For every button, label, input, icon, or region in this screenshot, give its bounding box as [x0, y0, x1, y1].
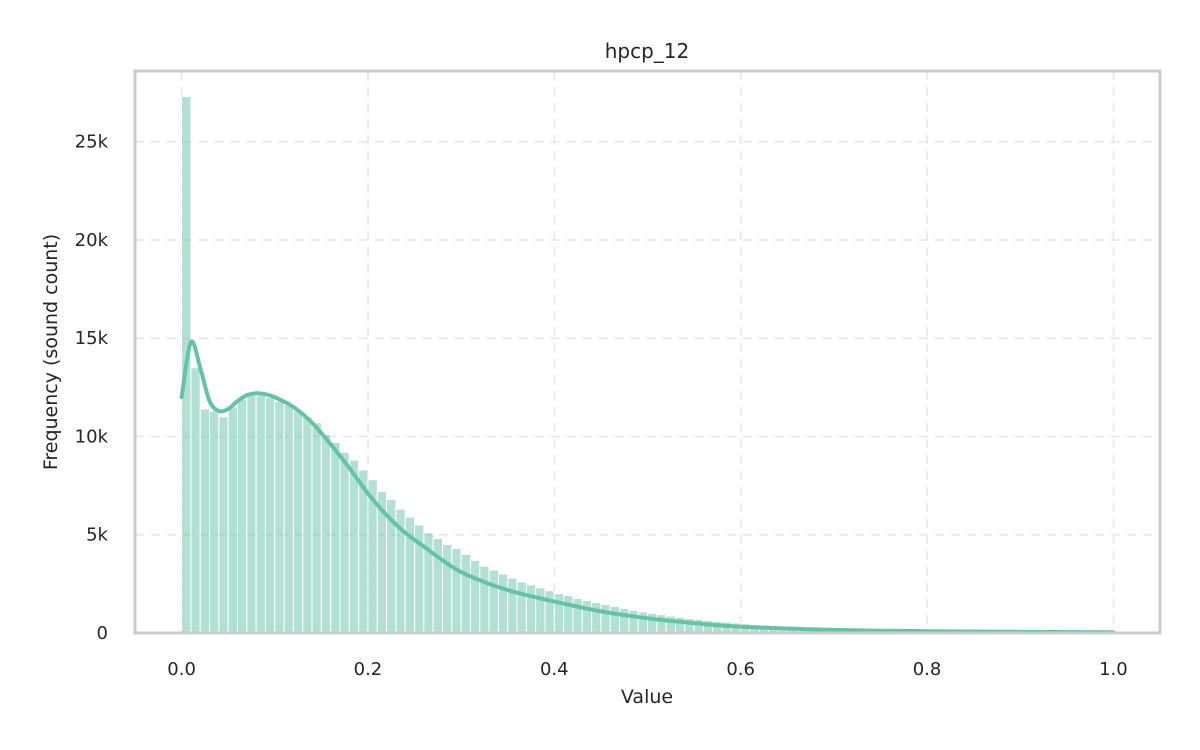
y-tick-label-5: 25k: [75, 132, 109, 153]
histogram-bar-8: [255, 394, 266, 634]
histogram-bar-14: [311, 422, 322, 634]
histogram-bar-47: [619, 607, 630, 634]
x-tick-label-4: 0.8: [913, 659, 942, 680]
x-axis-label: Value: [621, 686, 673, 708]
histogram-bar-2: [199, 408, 211, 634]
histogram-bar-35: [507, 577, 518, 634]
histogram-bar-41: [563, 595, 574, 634]
kde-layer: [179, 339, 1116, 635]
x-tick-label-3: 0.6: [726, 659, 755, 680]
histogram-bar-45: [600, 604, 611, 634]
histogram-bar-46: [609, 605, 621, 634]
histogram-bar-17: [339, 451, 350, 634]
x-tick-label-2: 0.4: [540, 659, 569, 680]
y-tick-label-4: 20k: [75, 230, 109, 251]
histogram-bar-18: [348, 459, 360, 634]
histogram-bar-4: [218, 416, 229, 634]
histogram-bar-16: [330, 441, 341, 634]
histogram-bar-44: [591, 602, 602, 634]
histogram-bar-31: [469, 559, 481, 634]
histogram-bar-12: [292, 410, 304, 634]
histogram-bar-49: [637, 611, 649, 634]
tick-layer: 0.0 0.2 0.4 0.6 0.8 1.0 0 5k 10k 15k 20k 25k: [75, 132, 1128, 680]
histogram-bar-9: [264, 396, 276, 634]
histogram-bar-1: [190, 367, 201, 634]
histogram-bar-32: [479, 565, 490, 634]
x-tick-label-0: 0.0: [167, 659, 196, 680]
histogram-bar-33: [488, 569, 499, 634]
histogram-bar-43: [581, 600, 593, 634]
histogram-bar-42: [572, 598, 583, 634]
y-tick-label-3: 15k: [75, 328, 109, 349]
chart-title: hpcp_12: [605, 39, 690, 63]
histogram-bar-29: [451, 548, 462, 634]
histogram-bar-37: [525, 584, 537, 634]
histogram-bar-3: [209, 410, 220, 634]
histogram-bar-34: [497, 573, 509, 634]
y-tick-label-1: 5k: [86, 525, 108, 546]
histogram-bar-5: [227, 406, 239, 634]
plot-frame: [133, 69, 1162, 635]
histogram-bar-39: [544, 590, 555, 634]
histogram-bar-10: [274, 400, 285, 634]
histogram-bar-7: [246, 394, 257, 634]
histogram-bar-50: [647, 612, 658, 634]
y-axis-label: Frequency (sound count): [40, 234, 62, 470]
histogram-bar-11: [283, 404, 294, 634]
bar-layer: [181, 96, 1114, 634]
kde-curve: [179, 339, 1116, 635]
histogram-bar-40: [553, 593, 565, 634]
histogram-bar-6: [237, 398, 248, 634]
x-tick-label-5: 1.0: [1099, 659, 1128, 680]
histogram-bar-13: [302, 416, 313, 634]
histogram-bar-38: [535, 587, 546, 634]
histogram-bar-15: [320, 434, 332, 634]
histogram-bar-28: [442, 544, 453, 634]
y-tick-label-0: 0: [97, 623, 108, 644]
histogram-bar-30: [460, 553, 471, 634]
histogram-bar-36: [516, 581, 527, 634]
histogram-bar-48: [628, 609, 639, 634]
y-tick-label-2: 10k: [75, 426, 109, 447]
histogram-bar-51: [656, 614, 667, 634]
x-tick-label-1: 0.2: [354, 659, 383, 680]
